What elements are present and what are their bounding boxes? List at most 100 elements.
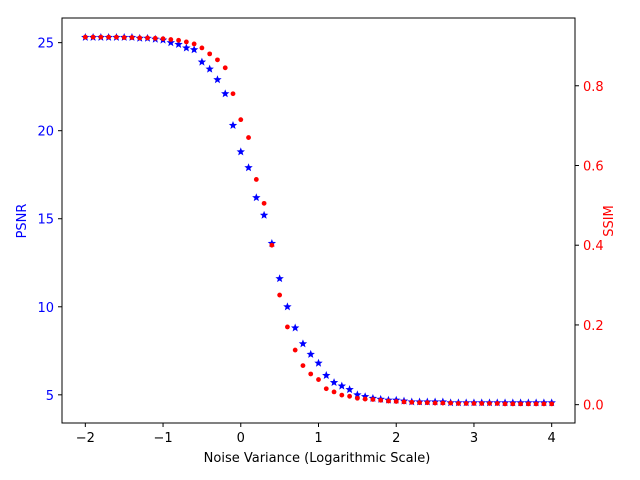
ssim-point <box>401 399 407 405</box>
y-right-tick-label: 0.4 <box>583 239 604 254</box>
psnr-point <box>166 38 175 47</box>
psnr-series <box>81 32 556 407</box>
ssim-point <box>215 57 220 63</box>
ssim-point <box>82 34 88 40</box>
ssim-point <box>222 65 228 71</box>
ssim-point <box>494 401 500 406</box>
ssim-point <box>549 401 555 407</box>
x-tick-label: 1 <box>314 431 322 446</box>
ssim-point <box>331 389 337 395</box>
x-axis-label: Noise Variance (Logarithmic Scale) <box>204 451 431 466</box>
ssim-point <box>386 398 391 404</box>
ssim-point <box>487 401 492 406</box>
psnr-point <box>353 390 362 399</box>
ssim-point <box>285 324 290 330</box>
ssim-point <box>145 35 150 41</box>
ssim-point <box>510 401 516 407</box>
ssim-point <box>199 45 205 51</box>
ssim-point <box>269 242 275 248</box>
y-right-tick-label: 0.2 <box>583 319 604 334</box>
ssim-point <box>339 392 345 398</box>
ssim-point <box>292 347 298 353</box>
psnr-point <box>213 75 222 84</box>
ssim-point <box>176 37 181 43</box>
psnr-point <box>337 381 346 390</box>
y-right-tick-label: 0.6 <box>583 159 604 174</box>
ssim-point <box>121 35 127 40</box>
ssim-point <box>479 401 485 406</box>
psnr-point <box>275 274 284 283</box>
psnr-point <box>252 193 261 202</box>
y-axis-left: 5 10 15 20 25 <box>37 37 62 404</box>
ssim-point <box>424 400 430 406</box>
y-left-tick-label: 20 <box>37 125 54 140</box>
ssim-point <box>238 117 244 123</box>
ssim-point <box>277 292 283 298</box>
y-left-tick-label: 10 <box>37 301 54 316</box>
ssim-point <box>183 39 189 45</box>
psnr-point <box>298 339 308 348</box>
psnr-point <box>259 210 269 219</box>
psnr-point <box>221 89 230 98</box>
y-axis-right: 0.0 0.2 0.4 0.6 0.8 <box>575 80 604 414</box>
psnr-point <box>244 163 253 172</box>
ssim-point <box>409 399 415 405</box>
ssim-point <box>98 34 104 40</box>
ssim-point <box>432 400 438 406</box>
ssim-point <box>541 401 547 407</box>
y-axis-right-label: SSIM <box>602 205 617 237</box>
ssim-point <box>323 386 329 392</box>
ssim-point <box>168 37 174 42</box>
psnr-point <box>314 358 323 367</box>
y-left-tick-label: 5 <box>46 389 54 404</box>
psnr-point <box>182 43 191 52</box>
y-right-tick-label: 0.8 <box>583 80 604 95</box>
ssim-point <box>129 35 135 40</box>
x-axis: −2 −1 0 1 2 3 4 <box>76 423 556 446</box>
ssim-point <box>471 401 477 406</box>
x-tick-label: 2 <box>392 431 400 446</box>
psnr-point <box>236 147 245 156</box>
ssim-point <box>90 34 96 40</box>
psnr-point <box>197 57 207 66</box>
y-left-tick-label: 25 <box>37 37 54 52</box>
ssim-point <box>518 401 523 407</box>
ssim-point <box>378 397 384 403</box>
psnr-point <box>189 45 199 54</box>
ssim-point <box>440 400 446 406</box>
ssim-point <box>261 200 267 206</box>
ssim-point <box>300 363 306 368</box>
psnr-point <box>329 378 339 387</box>
psnr-point <box>174 40 183 48</box>
x-tick-label: 4 <box>548 431 556 446</box>
ssim-point <box>230 91 236 97</box>
ssim-point <box>137 35 143 41</box>
ssim-point <box>370 397 376 402</box>
ssim-point <box>106 34 112 40</box>
psnr-point <box>283 302 292 311</box>
ssim-point <box>463 401 469 406</box>
psnr-point <box>306 349 315 358</box>
ssim-point <box>347 393 352 399</box>
ssim-point <box>207 51 213 57</box>
psnr-point <box>360 392 370 401</box>
x-tick-label: −2 <box>76 431 95 446</box>
ssim-point <box>160 36 166 42</box>
ssim-point <box>152 35 158 41</box>
x-tick-label: 0 <box>237 431 245 446</box>
psnr-point <box>291 323 300 332</box>
ssim-point <box>448 400 454 406</box>
psnr-point <box>228 121 238 129</box>
ssim-point <box>316 377 321 382</box>
y-axis-left-label: PSNR <box>15 204 30 239</box>
ssim-point <box>525 401 531 407</box>
ssim-point <box>114 34 119 40</box>
psnr-point <box>345 385 354 394</box>
psnr-point <box>205 64 214 73</box>
ssim-point <box>533 401 539 407</box>
x-tick-label: −1 <box>153 431 172 446</box>
ssim-point <box>393 399 399 404</box>
ssim-point <box>456 401 461 406</box>
psnr-point <box>322 371 331 380</box>
